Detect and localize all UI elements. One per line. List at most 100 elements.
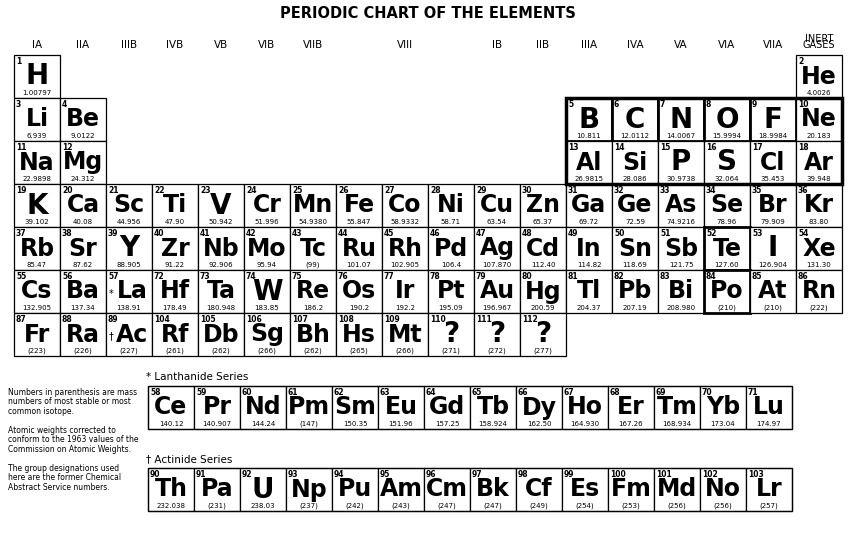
- Text: 63.54: 63.54: [487, 219, 507, 225]
- Text: 158.924: 158.924: [478, 421, 507, 427]
- Text: 112.40: 112.40: [530, 262, 555, 268]
- Text: Pu: Pu: [338, 478, 372, 502]
- Text: Fm: Fm: [610, 478, 651, 502]
- Text: W: W: [252, 278, 282, 306]
- Text: 196.967: 196.967: [482, 305, 512, 311]
- Text: (237): (237): [300, 503, 319, 509]
- Bar: [700, 468, 746, 511]
- Text: Db: Db: [203, 322, 239, 346]
- Text: IVA: IVA: [626, 40, 644, 50]
- Text: (247): (247): [438, 503, 457, 509]
- Text: B: B: [578, 105, 600, 134]
- Text: (262): (262): [303, 347, 322, 354]
- Text: 13: 13: [568, 143, 578, 152]
- Bar: [244, 184, 290, 227]
- Text: 64: 64: [426, 388, 436, 397]
- Text: (265): (265): [350, 347, 369, 354]
- Text: 17: 17: [752, 143, 763, 152]
- Text: (253): (253): [621, 503, 640, 509]
- Bar: [796, 227, 842, 270]
- Text: 45: 45: [384, 229, 394, 238]
- Text: Kr: Kr: [804, 194, 834, 217]
- Text: 7: 7: [660, 100, 665, 109]
- Text: Pr: Pr: [202, 395, 231, 419]
- Text: 14: 14: [614, 143, 625, 152]
- Text: 183.85: 183.85: [255, 305, 279, 311]
- Text: 55.847: 55.847: [347, 219, 371, 225]
- Text: 102: 102: [702, 470, 718, 479]
- Text: Bh: Bh: [296, 322, 331, 346]
- Text: 174.97: 174.97: [757, 421, 782, 427]
- Text: (266): (266): [396, 347, 415, 354]
- Text: 167.26: 167.26: [619, 421, 644, 427]
- Bar: [796, 184, 842, 227]
- Text: here are the former Chemical: here are the former Chemical: [8, 473, 121, 483]
- Bar: [566, 141, 612, 184]
- Text: 42: 42: [246, 229, 256, 238]
- Text: The group designations used: The group designations used: [8, 464, 119, 473]
- Text: 114.82: 114.82: [577, 262, 602, 268]
- Text: 28: 28: [430, 186, 440, 195]
- Bar: [152, 313, 198, 356]
- Text: 127.60: 127.60: [715, 262, 740, 268]
- Text: ?: ?: [443, 320, 459, 348]
- Bar: [60, 313, 106, 356]
- Text: 173.04: 173.04: [710, 421, 735, 427]
- Text: 68: 68: [610, 388, 620, 397]
- Text: 85: 85: [752, 272, 763, 281]
- Text: 44.956: 44.956: [117, 219, 141, 225]
- Text: 54: 54: [798, 229, 808, 238]
- Text: 28.086: 28.086: [623, 176, 647, 182]
- Bar: [14, 184, 60, 227]
- Text: 34: 34: [706, 186, 716, 195]
- Bar: [704, 184, 750, 227]
- Text: Au: Au: [479, 280, 514, 304]
- Text: 232.038: 232.038: [157, 503, 185, 509]
- Bar: [148, 386, 792, 429]
- Text: (262): (262): [212, 347, 231, 354]
- Bar: [336, 313, 382, 356]
- Text: 190.2: 190.2: [349, 305, 369, 311]
- Text: 95.94: 95.94: [257, 262, 277, 268]
- Text: 1.00797: 1.00797: [22, 90, 51, 96]
- Text: (247): (247): [483, 503, 502, 509]
- Text: Zn: Zn: [526, 194, 560, 217]
- Text: 82: 82: [614, 272, 625, 281]
- Text: Np: Np: [291, 478, 327, 502]
- Text: 107.870: 107.870: [482, 262, 512, 268]
- Text: (210): (210): [717, 305, 736, 311]
- Text: 12: 12: [62, 143, 73, 152]
- Text: 18.9984: 18.9984: [758, 133, 788, 139]
- Text: 14.0067: 14.0067: [667, 133, 696, 139]
- Text: 90: 90: [150, 470, 160, 479]
- Text: 9: 9: [752, 100, 758, 109]
- Text: N: N: [669, 105, 692, 134]
- Text: 238.03: 238.03: [251, 503, 275, 509]
- Bar: [654, 386, 700, 429]
- Text: Ti: Ti: [163, 194, 187, 217]
- Bar: [750, 227, 796, 270]
- Text: Nd: Nd: [245, 395, 281, 419]
- Text: Mo: Mo: [247, 236, 287, 261]
- Text: 54.9380: 54.9380: [298, 219, 327, 225]
- Bar: [60, 270, 106, 313]
- Bar: [198, 227, 244, 270]
- Text: 3: 3: [16, 100, 21, 109]
- Text: 1: 1: [16, 57, 21, 66]
- Bar: [378, 386, 424, 429]
- Text: Re: Re: [296, 280, 330, 304]
- Bar: [424, 468, 470, 511]
- Text: 87: 87: [16, 315, 27, 324]
- Bar: [658, 270, 704, 313]
- Text: 91: 91: [196, 470, 207, 479]
- Text: Mn: Mn: [293, 194, 333, 217]
- Text: Ar: Ar: [804, 150, 834, 175]
- Text: Hg: Hg: [524, 280, 561, 304]
- Bar: [704, 227, 750, 270]
- Text: 21: 21: [108, 186, 118, 195]
- Text: 6.939: 6.939: [27, 133, 47, 139]
- Text: 48: 48: [522, 229, 532, 238]
- Bar: [14, 313, 60, 356]
- Bar: [106, 313, 152, 356]
- Text: 59: 59: [196, 388, 207, 397]
